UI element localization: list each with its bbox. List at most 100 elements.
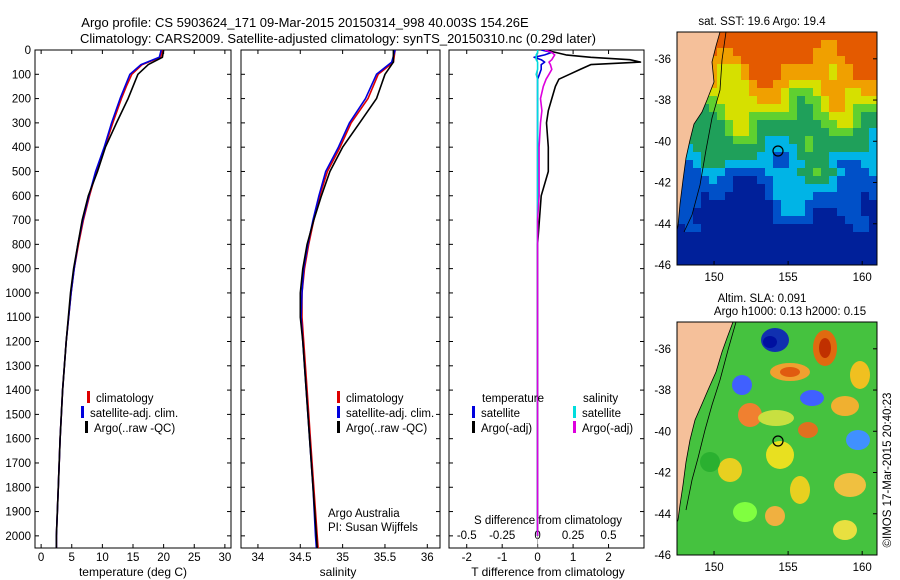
x-tick-label: 1: [570, 552, 576, 564]
sst-map-frame: [676, 31, 878, 266]
sst-cell: [797, 192, 805, 200]
sst-cell: [821, 120, 829, 128]
sst-cell: [837, 80, 845, 88]
sst-cell: [837, 256, 845, 264]
sst-cell: [837, 192, 845, 200]
legend-satellite-swatch: [337, 406, 340, 418]
sst-cell: [861, 120, 869, 128]
sst-cell: [781, 40, 789, 48]
sst-cell: [805, 248, 813, 256]
sst-cell: [797, 104, 805, 112]
sst-cell: [789, 184, 797, 192]
s-tick-label: 0.5: [601, 530, 617, 542]
sst-cell: [773, 224, 781, 232]
sst-cell: [677, 224, 685, 232]
sst-cell: [789, 160, 797, 168]
sst-cell: [781, 56, 789, 64]
sst-cell: [805, 176, 813, 184]
sst-cell: [813, 56, 821, 64]
sst-cell: [861, 216, 869, 224]
sst-cell: [677, 248, 685, 256]
legend-t-argo-swatch: [472, 421, 475, 433]
sst-cell: [821, 48, 829, 56]
sst-cell: [829, 88, 837, 96]
sst-cell: [845, 152, 853, 160]
sst-cell: [741, 144, 749, 152]
y-tick-label: 1100: [6, 312, 31, 324]
sst-cell: [829, 56, 837, 64]
sst-cell: [869, 168, 877, 176]
sst-cell: [725, 176, 733, 184]
sst-cell: [781, 240, 789, 248]
sst-cell: [837, 64, 845, 72]
sst-cell: [757, 144, 765, 152]
sst-cell: [869, 232, 877, 240]
sst-cell: [701, 208, 709, 216]
sst-cell: [725, 120, 733, 128]
sst-cell: [709, 128, 717, 136]
sst-cell: [765, 128, 773, 136]
sst-cell: [845, 248, 853, 256]
sst-cell: [685, 232, 693, 240]
sst-cell: [725, 152, 733, 160]
sst-cell: [717, 136, 725, 144]
sst-cell: [717, 232, 725, 240]
sst-cell: [773, 32, 781, 40]
sst-cell: [741, 32, 749, 40]
sst-cell: [741, 48, 749, 56]
sst-cell: [813, 88, 821, 96]
sst-cell: [837, 240, 845, 248]
sst-cell: [781, 224, 789, 232]
sst-cell: [725, 56, 733, 64]
sst-cell: [741, 168, 749, 176]
sst-cell: [869, 240, 877, 248]
sst-cell: [773, 232, 781, 240]
sst-cell: [765, 168, 773, 176]
sla-anomaly-blob: [800, 390, 824, 406]
sst-cell: [773, 48, 781, 56]
sst-cell: [693, 144, 701, 152]
sst-cell: [813, 232, 821, 240]
sst-cell: [845, 200, 853, 208]
sst-cell: [725, 96, 733, 104]
sst-cell: [749, 224, 757, 232]
s-tick-label: -0.25: [489, 530, 515, 542]
sst-cell: [781, 232, 789, 240]
sst-cell: [789, 72, 797, 80]
y-tick-label: 100: [12, 69, 31, 81]
sst-cell: [773, 192, 781, 200]
sst-cell: [813, 216, 821, 224]
y-tick-label: 2000: [5, 531, 31, 543]
sst-cell: [781, 104, 789, 112]
legend-s-argo-swatch: [573, 421, 576, 433]
sst-cell: [733, 128, 741, 136]
sst-cell: [861, 184, 869, 192]
y-tick-label: 800: [12, 239, 31, 251]
sst-cell: [757, 56, 765, 64]
sst-cell: [717, 112, 725, 120]
sst-cell: [853, 56, 861, 64]
sst-cell: [733, 152, 741, 160]
sst-cell: [829, 80, 837, 88]
map-x-tick-label: 160: [853, 562, 872, 574]
sst-cell: [781, 136, 789, 144]
sst-cell: [733, 112, 741, 120]
sla-anomaly-blob: [831, 396, 859, 416]
temperature-xlabel: temperature (deg C): [79, 565, 187, 579]
sst-cell: [789, 112, 797, 120]
sst-cell: [845, 64, 853, 72]
sst-cell: [709, 208, 717, 216]
sst-cell: [789, 144, 797, 152]
sst-cell: [765, 104, 773, 112]
map-y-tick-label: -36: [654, 344, 671, 356]
x-tick-label: -1: [497, 552, 507, 564]
sst-cell: [781, 160, 789, 168]
sst-cell: [781, 208, 789, 216]
sst-cell: [829, 96, 837, 104]
sst-cell: [805, 32, 813, 40]
sst-cell: [789, 168, 797, 176]
sst-cell: [821, 40, 829, 48]
sst-cell: [701, 144, 709, 152]
sst-cell: [773, 72, 781, 80]
sst-cell: [805, 104, 813, 112]
